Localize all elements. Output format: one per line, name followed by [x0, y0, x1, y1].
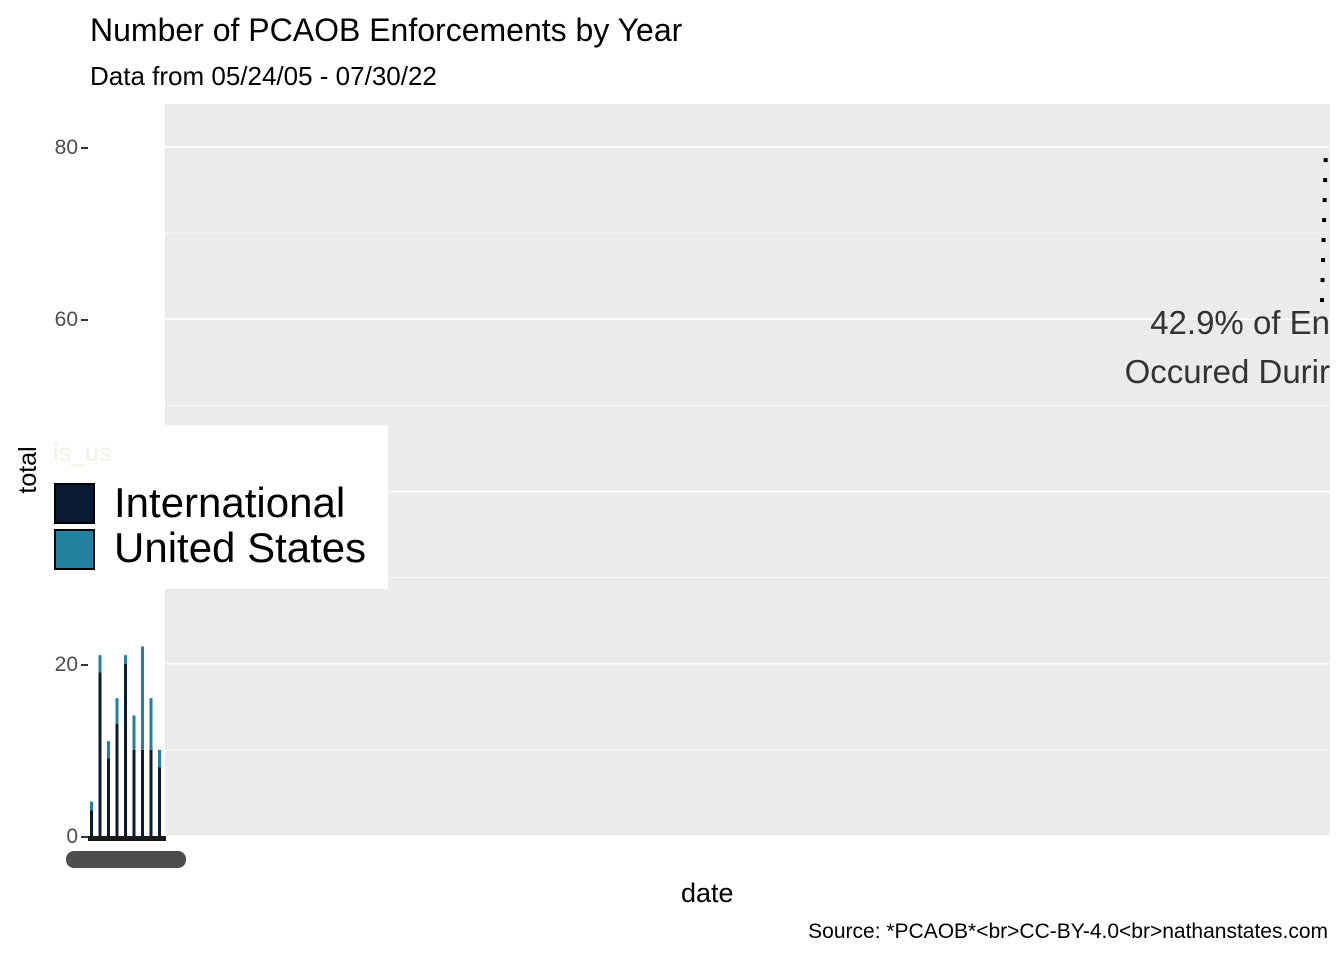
y-tick-mark-60 — [81, 319, 88, 321]
y-tick-label-80: 80 — [54, 136, 78, 159]
legend-label-united-states: United States — [114, 524, 367, 571]
y-tick-label-60: 60 — [54, 308, 78, 331]
y-tick-mark-0 — [81, 836, 88, 838]
bar-international — [141, 749, 144, 836]
bar-united-states — [115, 698, 119, 725]
y-tick-label-0: 0 — [66, 825, 78, 848]
bar-united-states — [124, 655, 127, 664]
chart-caption: Source: *PCAOB*<br>CC-BY-4.0<br>nathanst… — [808, 920, 1328, 943]
bar-international — [132, 749, 136, 836]
x-axis-label: date — [681, 878, 734, 908]
bar-united-states — [141, 646, 144, 750]
bar-united-states — [149, 698, 153, 750]
bar-united-states — [90, 801, 93, 811]
bar-international — [158, 767, 161, 836]
legend-label-international: International — [114, 479, 346, 526]
y-tick-mark-20 — [81, 664, 88, 666]
x-axis-labels-overlap — [66, 851, 186, 868]
bar-international — [115, 724, 119, 836]
annotation-line-1: 42.9% of En — [1150, 304, 1330, 341]
legend-key-united-states — [54, 529, 95, 570]
y-tick-mark-80 — [81, 147, 88, 149]
bar-united-states — [132, 715, 136, 750]
legend-key-international — [54, 483, 95, 524]
bar-united-states — [107, 741, 110, 759]
bar-international — [124, 663, 127, 836]
bar-international — [149, 749, 153, 836]
legend-title: is_us — [53, 439, 112, 467]
annotation-line-2: Occured Durir — [1124, 353, 1330, 390]
annotation-bracket — [1320, 145, 1330, 303]
y-axis-label: total — [14, 446, 42, 494]
chart-title: Number of PCAOB Enforcements by Year — [90, 12, 683, 48]
bar-international — [107, 758, 110, 836]
bar-international — [98, 672, 102, 836]
legend: is_us International United States — [40, 425, 388, 589]
bar-united-states — [98, 655, 102, 673]
bar-international — [90, 810, 93, 836]
bar-united-states — [158, 749, 161, 768]
x-axis-baseline — [88, 836, 166, 841]
y-tick-label-20: 20 — [54, 653, 78, 676]
chart-subtitle: Data from 05/24/05 - 07/30/22 — [90, 61, 437, 91]
